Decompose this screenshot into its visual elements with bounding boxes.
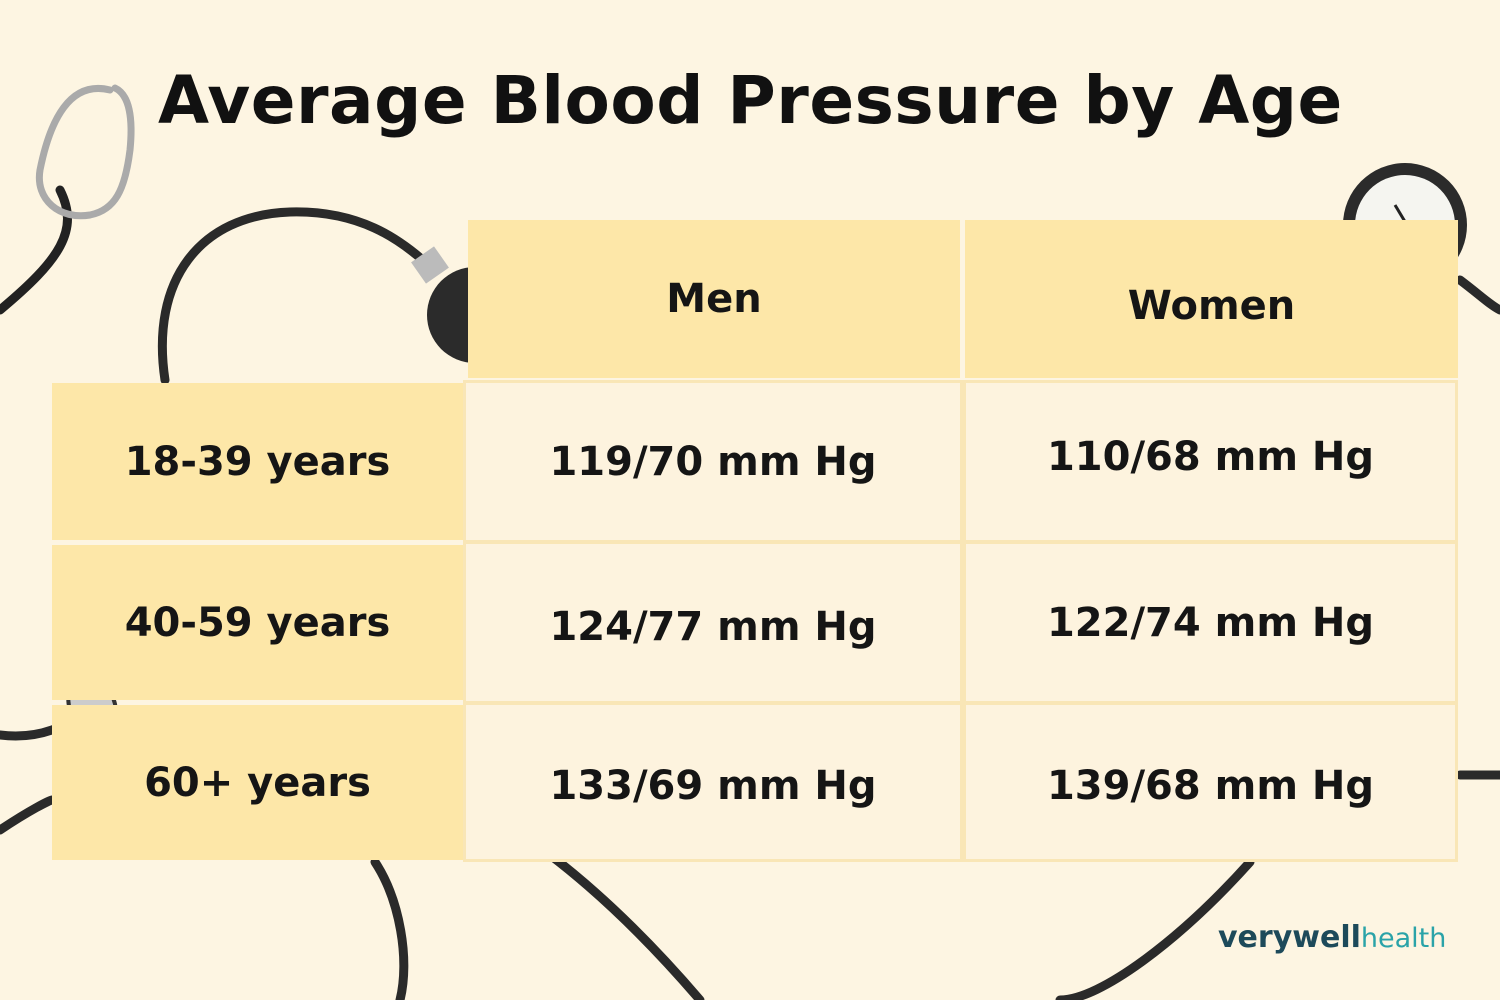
column-header: Men	[468, 220, 960, 378]
row-label: 18-39 years	[52, 383, 463, 540]
cell: 133/69 mm Hg	[463, 702, 963, 862]
column-header: Women	[965, 220, 1458, 378]
cell: 124/77 mm Hg	[463, 541, 963, 704]
title: Average Blood Pressure by Age	[158, 62, 1343, 139]
row-label: 60+ years	[52, 705, 463, 860]
logo: verywellhealth	[1218, 920, 1446, 955]
logo-sub: health	[1360, 923, 1447, 954]
cell: 119/70 mm Hg	[463, 380, 963, 543]
cell: 122/74 mm Hg	[963, 541, 1458, 704]
cell: 139/68 mm Hg	[963, 702, 1458, 862]
valve	[411, 246, 449, 284]
row-label: 40-59 years	[52, 545, 463, 700]
cell: 110/68 mm Hg	[963, 380, 1458, 543]
logo-brand: verywell	[1218, 920, 1361, 955]
